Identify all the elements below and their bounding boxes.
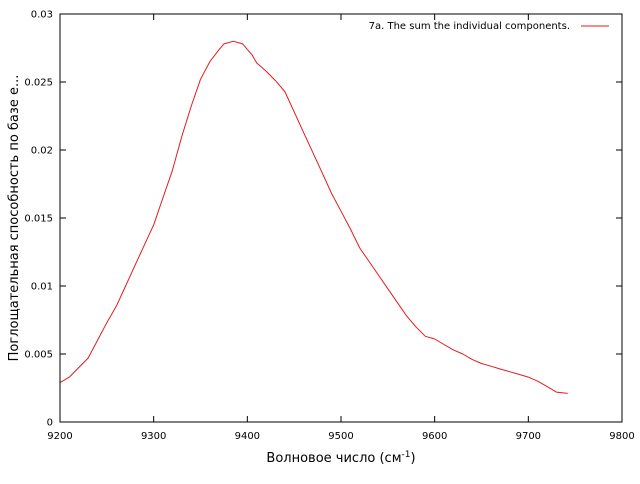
x-tick-label: 9600 (422, 431, 447, 442)
y-axis-label: Поглощательная способность по базе e... (7, 75, 22, 362)
y-tick-label: 0 (47, 418, 53, 429)
x-axis-label-main: Волновое число (см (266, 451, 401, 466)
x-axis-label: Волновое число (см-1) (266, 450, 415, 466)
plot-frame (59, 13, 623, 423)
x-tick-label: 9200 (47, 431, 72, 442)
y-tick-label: 0.005 (24, 350, 53, 361)
x-tick-label: 9700 (516, 431, 541, 442)
legend-entry-label: 7a. The sum the individual components. (369, 21, 570, 32)
x-tick-label: 9800 (609, 431, 634, 442)
y-tick-label: 0.025 (24, 78, 53, 89)
y-tick-label: 0.01 (31, 282, 53, 293)
x-tick-label: 9300 (141, 431, 166, 442)
ticks-layer: 9200 9300 9400 9500 9600 9700 9800 0 0.005 0.01 0.… (24, 10, 634, 443)
series-layer (59, 40, 568, 394)
x-axis-label-superscript: -1 (402, 450, 411, 460)
y-tick-label: 0.03 (31, 10, 53, 21)
y-tick-label: 0.015 (24, 214, 53, 225)
y-tick-label: 0.02 (31, 146, 53, 157)
x-axis-label-tail: ) (410, 451, 415, 466)
x-tick-label: 9500 (328, 431, 353, 442)
x-tick-label: 9400 (235, 431, 260, 442)
series-line (59, 40, 568, 394)
